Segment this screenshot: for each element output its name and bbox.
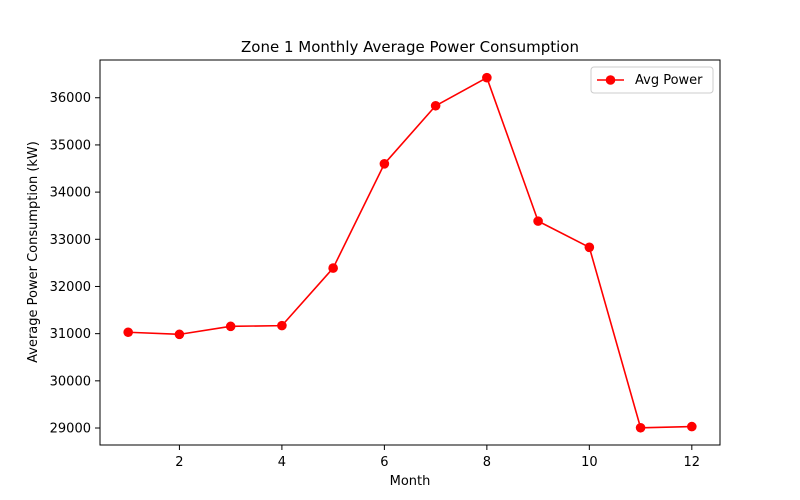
plot-frame	[99, 59, 721, 446]
y-tick-label: 32000	[50, 280, 91, 295]
legend-box	[590, 66, 714, 94]
data-point	[482, 72, 492, 83]
series-line-0	[128, 76, 692, 429]
x-axis-ticks: 2 4 6 8 10 12	[175, 445, 700, 470]
data-point	[328, 263, 338, 273]
x-tick-label: 8	[483, 455, 491, 470]
y-tick-label: 36000	[50, 91, 91, 106]
legend-label: Avg Power	[635, 73, 703, 88]
x-tick-label: 6	[380, 455, 388, 470]
x-tick-label: 2	[175, 455, 183, 470]
y-axis-label: Average Power Consumption (kW)	[26, 141, 41, 363]
y-tick-label: 35000	[50, 138, 91, 153]
x-tick-label: 12	[684, 455, 701, 470]
y-tick-label: 29000	[50, 422, 91, 437]
data-point	[174, 329, 185, 340]
y-tick-label: 34000	[50, 186, 91, 201]
x-axis-label: Month	[390, 474, 431, 489]
x-tick-label: 10	[581, 455, 598, 470]
data-point	[225, 321, 236, 332]
y-tick-label: 33000	[50, 233, 91, 248]
data-point	[687, 421, 697, 432]
y-tick-label: 31000	[50, 327, 91, 342]
data-point	[533, 216, 543, 226]
legend-marker-swatch	[605, 75, 616, 85]
y-tick-label: 30000	[50, 374, 91, 389]
data-point	[379, 159, 390, 169]
y-axis-ticks: 29000 30000 31000 32000 33000 34000 35000 36000	[50, 91, 100, 437]
data-point	[584, 242, 595, 253]
legend: Avg Power	[590, 66, 714, 94]
data-point	[123, 327, 133, 338]
data-point	[635, 422, 646, 433]
chart-title: Zone 1 Monthly Average Power Consumption	[241, 38, 579, 56]
series-group	[123, 72, 697, 433]
data-point	[277, 320, 287, 331]
data-point	[430, 100, 441, 111]
x-tick-label: 4	[278, 455, 286, 470]
